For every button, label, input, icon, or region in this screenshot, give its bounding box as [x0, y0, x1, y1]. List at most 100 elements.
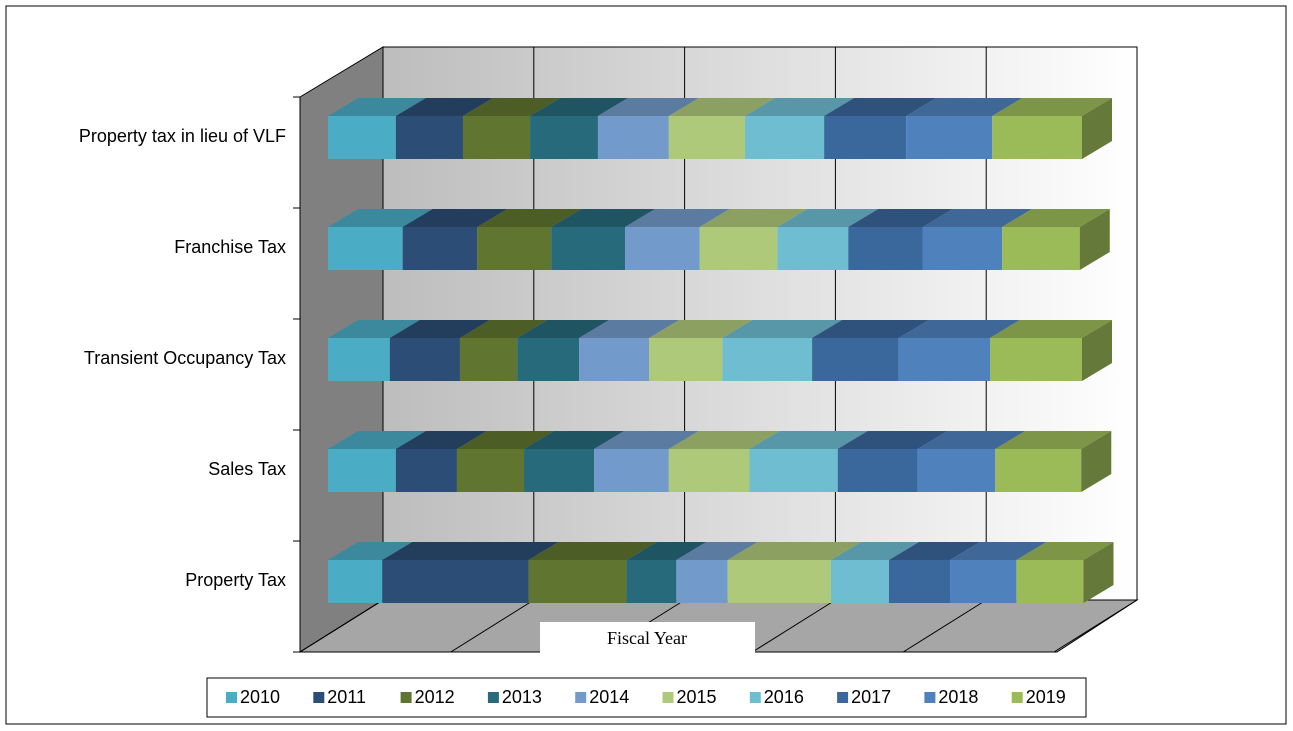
bar-top-shade	[1016, 542, 1114, 560]
bar-top	[727, 542, 861, 560]
bar-top-shade	[668, 431, 780, 449]
bar	[898, 338, 991, 381]
bar-top	[830, 542, 919, 560]
legend-label: 2010	[240, 687, 280, 707]
bar-top	[459, 320, 548, 338]
bar-top	[382, 542, 559, 560]
bar-top	[456, 431, 555, 449]
bar-top	[395, 98, 493, 116]
grid-line	[450, 599, 535, 653]
bar	[328, 449, 396, 492]
bar-top	[749, 431, 868, 449]
bar-top-shade	[625, 209, 730, 227]
grid-line	[1053, 599, 1138, 653]
legend-label: 2016	[764, 687, 804, 707]
bar	[990, 338, 1082, 381]
bar	[597, 116, 669, 159]
bar	[517, 338, 580, 381]
y-tick-label: Property tax in lieu of VLF	[79, 126, 286, 146]
bar	[1002, 227, 1080, 270]
bar	[668, 449, 750, 492]
bar-side	[1083, 542, 1114, 603]
bar-side-shade	[1082, 320, 1112, 381]
bar-top-shade	[626, 542, 707, 560]
bar-top-shade	[517, 320, 610, 338]
bar-top-shade	[402, 209, 508, 227]
bar	[995, 449, 1082, 492]
bar-top	[477, 209, 582, 227]
bar	[328, 116, 396, 159]
bar-top-shade	[524, 431, 625, 449]
bar-top-shade	[992, 98, 1112, 116]
legend-label: 2012	[415, 687, 455, 707]
bar-top-shade	[888, 542, 981, 560]
bar	[551, 227, 626, 270]
bar-top-shade	[579, 320, 680, 338]
bar-top-shade	[837, 431, 948, 449]
legend-swatch	[749, 692, 761, 703]
bar	[626, 560, 677, 603]
bar	[922, 227, 1003, 270]
bar-top-shade	[594, 431, 699, 449]
bar-top	[579, 320, 680, 338]
legend-swatch	[924, 692, 936, 703]
bar-top-shade	[528, 542, 657, 560]
bar-top	[328, 542, 413, 560]
bar	[727, 560, 831, 603]
bar-top-shade	[722, 320, 843, 338]
grid-line	[752, 599, 836, 653]
bar-side-shade	[1083, 542, 1114, 603]
bar-top	[597, 98, 699, 116]
bar-top	[992, 98, 1112, 116]
bar-top	[1002, 209, 1110, 227]
bar-top	[395, 431, 487, 449]
bar	[382, 560, 529, 603]
legend-label: 2014	[589, 687, 629, 707]
bar-top	[995, 431, 1112, 449]
bar-top-shade	[395, 98, 493, 116]
bar-top	[626, 542, 707, 560]
bar-top	[328, 431, 426, 449]
bar-top	[917, 431, 1026, 449]
legend-swatch	[226, 692, 237, 703]
bar-top-shade	[830, 542, 919, 560]
legend-label: 2017	[851, 687, 891, 707]
x-axis-title: Fiscal Year	[607, 628, 687, 648]
bar-top-shade	[1002, 209, 1110, 227]
bar	[722, 338, 813, 381]
bar-top	[1016, 542, 1114, 560]
legend-swatch	[575, 692, 587, 703]
legend-label: 2019	[1026, 687, 1066, 707]
bar	[477, 227, 552, 270]
bar-top	[328, 209, 433, 227]
bar-top	[676, 542, 758, 560]
grid-line	[299, 599, 384, 653]
bar-top	[551, 209, 656, 227]
bar-top	[389, 320, 490, 338]
bar-top-shade	[922, 209, 1033, 227]
legend-label: 2015	[677, 687, 717, 707]
bar-top-shade	[727, 542, 861, 560]
bar	[749, 449, 838, 492]
bar-top	[528, 542, 657, 560]
bar-top-shade	[389, 320, 490, 338]
bar	[812, 338, 899, 381]
bar	[395, 449, 457, 492]
bar-top-shade	[676, 542, 758, 560]
axis-title-box	[540, 622, 755, 655]
bar-top	[524, 431, 625, 449]
bar-top	[462, 98, 561, 116]
bar-top	[668, 98, 775, 116]
bar-top-shade	[950, 542, 1047, 560]
legend-swatch	[487, 692, 499, 703]
legend-label: 2018	[938, 687, 978, 707]
bar-side	[1082, 98, 1112, 159]
bar	[950, 560, 1017, 603]
bar	[824, 116, 907, 159]
bar	[389, 338, 460, 381]
bar-top	[848, 209, 953, 227]
bar	[530, 116, 598, 159]
bar-top-shade	[551, 209, 656, 227]
bar	[594, 449, 669, 492]
